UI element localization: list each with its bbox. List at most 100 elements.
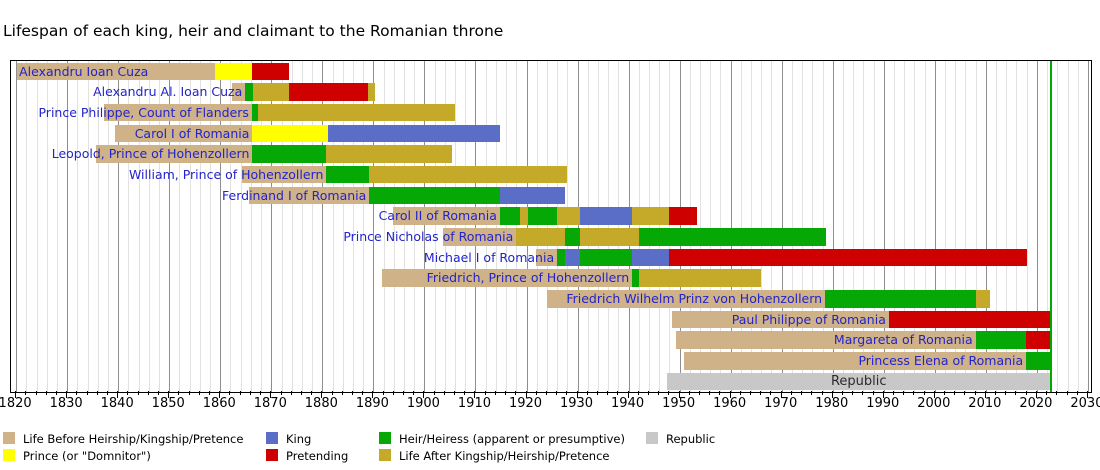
gridline-minor xyxy=(352,61,354,392)
gridline-major xyxy=(577,61,579,392)
tick-minor xyxy=(699,391,701,395)
lifespan-segment-before xyxy=(114,124,253,143)
tick-minor xyxy=(545,391,547,395)
lifespan-segment-pretending xyxy=(669,207,697,225)
gridline-minor xyxy=(342,61,344,392)
tick-minor xyxy=(892,391,894,395)
tick-minor xyxy=(25,391,27,395)
tick-major xyxy=(576,391,578,398)
legend-label: Pretending xyxy=(286,449,349,463)
legend-swatch-heir xyxy=(379,432,391,444)
tick-minor xyxy=(841,391,843,395)
x-axis-ticks xyxy=(10,391,1090,399)
gridline-major xyxy=(169,61,171,392)
gridline-minor xyxy=(557,61,559,392)
tick-major xyxy=(627,391,629,398)
gridline-minor xyxy=(36,61,38,392)
plot-area: Alexandru Ioan Cuza Alexandru Al. Ioan Cu… xyxy=(10,60,1092,393)
row-label: Michael I of Romania xyxy=(423,249,555,265)
lifespan-segment-before xyxy=(248,186,370,205)
lifespan-segment-before xyxy=(232,83,246,101)
gridline-minor xyxy=(904,61,906,392)
tick-major xyxy=(780,391,782,398)
tick-minor xyxy=(586,391,588,395)
gridline-minor xyxy=(771,61,773,392)
lifespan-segment-king xyxy=(565,248,580,267)
gridline-major xyxy=(832,61,834,392)
tick-minor xyxy=(617,391,619,395)
gridline-minor xyxy=(873,61,875,392)
tick-minor xyxy=(341,391,343,395)
gridline-major xyxy=(1087,61,1089,392)
row-label: Republic xyxy=(830,373,887,389)
lifespan-segment-pretending xyxy=(888,310,1052,329)
lifespan-segment-heir xyxy=(579,248,633,267)
gridline-minor xyxy=(669,61,671,392)
row-label: Paul Philippe of Romania xyxy=(731,311,886,327)
gridline-major xyxy=(781,61,783,392)
tick-minor xyxy=(964,391,966,395)
gridline-minor xyxy=(26,61,28,392)
gridline-major xyxy=(985,61,987,392)
row-label: Prince Philippe, Count of Flanders xyxy=(38,104,249,120)
row-label: Friedrich Wilhelm Prinz von Hohenzollern xyxy=(566,291,823,307)
tick-minor xyxy=(535,391,537,395)
gridline-major xyxy=(220,61,222,392)
tick-minor xyxy=(607,391,609,395)
gridline-minor xyxy=(404,61,405,392)
gridline-minor xyxy=(281,61,283,392)
tick-minor xyxy=(923,391,925,395)
axis-tick-label: 1940 xyxy=(611,396,645,411)
tick-minor xyxy=(280,391,282,395)
legend-label: Prince (or "Domnitor") xyxy=(23,449,151,463)
gridline-minor xyxy=(107,61,109,392)
tick-major xyxy=(984,391,986,398)
lifespan-segment-heir xyxy=(1026,352,1052,370)
gridline-major xyxy=(883,61,885,392)
tick-minor xyxy=(821,391,823,395)
tick-minor xyxy=(158,391,159,395)
timeline-row: Alexandru Ioan Cuza xyxy=(11,61,1091,82)
lifespan-segment-before xyxy=(96,145,253,163)
tick-major xyxy=(168,391,170,398)
gridline-minor xyxy=(465,61,467,392)
row-label: William, Prince of Hohenzollern xyxy=(128,166,324,182)
tick-major xyxy=(474,391,476,398)
gridline-minor xyxy=(761,61,763,392)
lifespan-segment-heir xyxy=(565,228,580,246)
legend-swatch-pretending xyxy=(266,449,278,461)
lifespan-segment-before xyxy=(382,269,633,287)
row-label: Friedrich, Prince of Hohenzollern xyxy=(426,270,630,286)
tick-minor xyxy=(464,391,466,395)
gridline-minor xyxy=(924,61,926,392)
gridline-minor xyxy=(1047,61,1049,392)
gridline-minor xyxy=(312,61,314,392)
gridline-minor xyxy=(506,61,508,392)
timeline-row: William, Prince of Hohenzollern xyxy=(11,164,1091,185)
lifespan-segment-heir xyxy=(251,103,258,122)
gridline-minor xyxy=(700,61,702,392)
timeline-row: Michael I of Romania xyxy=(11,247,1091,268)
lifespan-segment-before xyxy=(241,165,327,184)
tick-minor xyxy=(392,391,394,395)
axis-tick-label: 1850 xyxy=(151,396,185,411)
row-label: Ferdinand I of Romania xyxy=(222,187,367,203)
tick-major xyxy=(423,391,425,398)
gridline-minor xyxy=(720,61,722,392)
tick-minor xyxy=(403,391,404,395)
timeline-row: Ferdinand I of Romania xyxy=(11,185,1091,206)
tick-minor xyxy=(974,391,976,395)
gridline-minor xyxy=(945,61,947,392)
gridline-major xyxy=(67,61,69,392)
tick-minor xyxy=(178,391,180,395)
tick-minor xyxy=(647,391,649,395)
timeline-row: Margareta of Romania xyxy=(11,330,1091,351)
tick-minor xyxy=(351,391,353,395)
lifespan-segment-before xyxy=(672,310,890,329)
tick-minor xyxy=(198,391,200,395)
lifespan-segment-heir xyxy=(632,269,640,287)
gridline-minor xyxy=(46,61,48,392)
gridline-major xyxy=(271,61,273,392)
lifespan-segment-after xyxy=(367,83,376,101)
legend-swatch-prince xyxy=(3,449,15,461)
